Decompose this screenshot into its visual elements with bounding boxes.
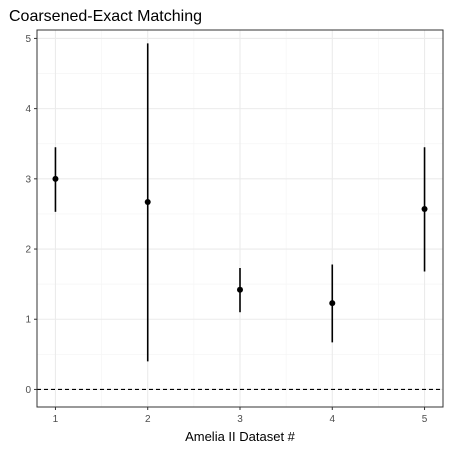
data-point — [421, 206, 428, 213]
y-tick-label: 5 — [25, 34, 31, 45]
data-point — [237, 286, 243, 293]
y-tick-label: 4 — [25, 104, 31, 115]
data-point — [329, 300, 336, 307]
x-tick-label: 3 — [237, 414, 243, 425]
y-tick-label: 3 — [25, 174, 31, 185]
x-tick-label: 1 — [53, 414, 59, 425]
x-axis-title: Amelia II Dataset # — [185, 429, 296, 444]
x-tick-label: 4 — [329, 414, 335, 425]
data-layer — [52, 43, 428, 362]
data-point — [52, 175, 59, 182]
data-point — [144, 199, 151, 206]
y-tick-label: 0 — [25, 385, 31, 396]
x-tick-label: 5 — [422, 414, 428, 425]
grid-layer — [37, 30, 443, 407]
axis-layer: 0 1 2 3 4 5 1 2 3 4 5 — [25, 29, 444, 425]
y-tick-label: 2 — [25, 245, 31, 256]
chart-title: Coarsened-Exact Matching — [9, 8, 202, 25]
x-tick-label: 2 — [145, 414, 151, 425]
y-tick-label: 1 — [25, 315, 31, 326]
